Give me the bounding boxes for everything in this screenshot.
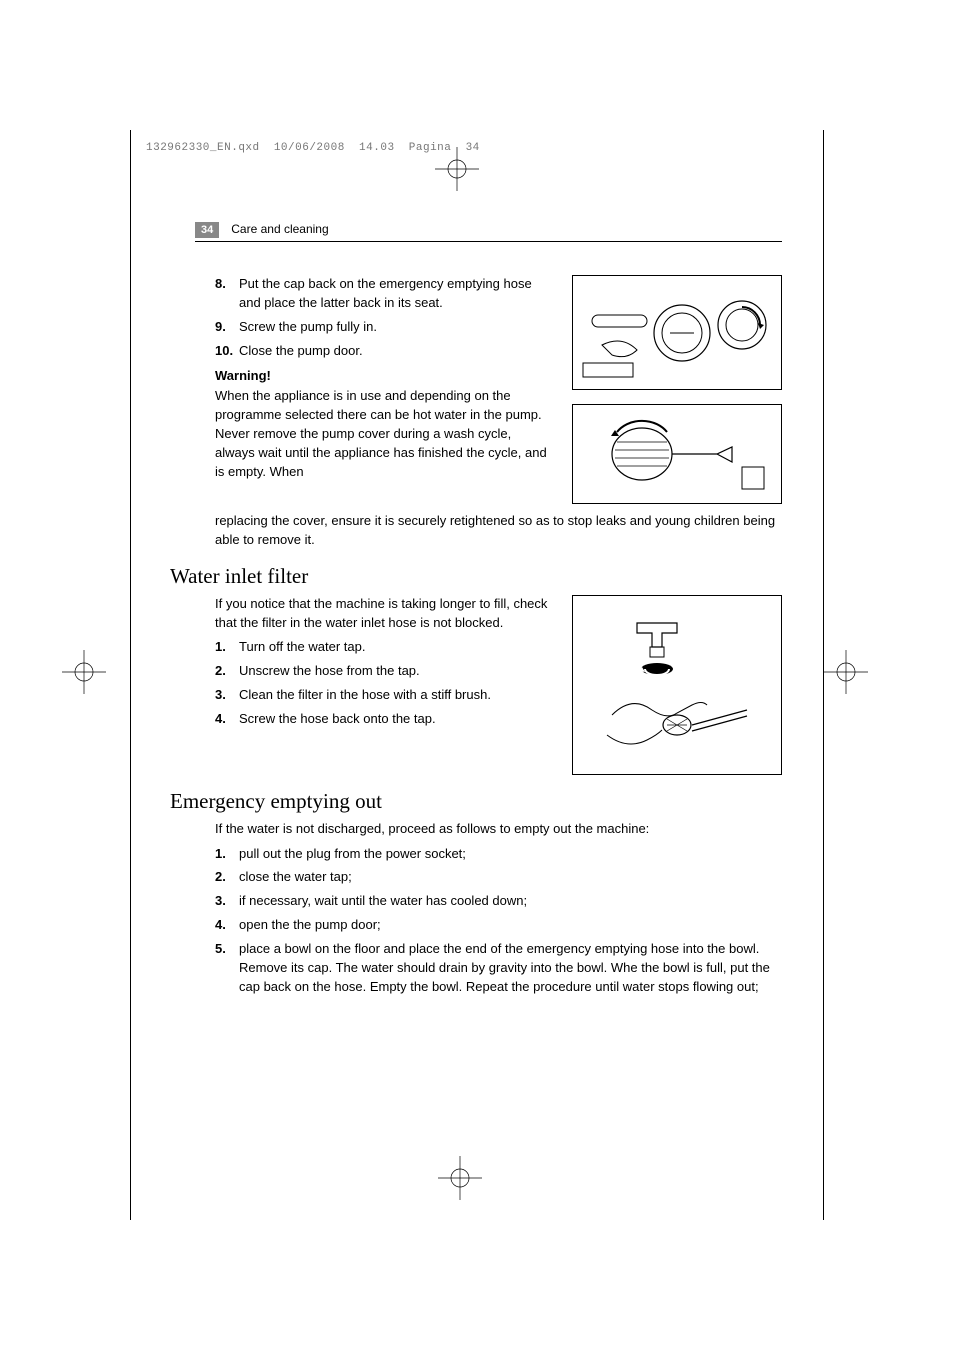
list-item: 2. close the water tap; — [215, 868, 782, 887]
warning-block: Warning! When the appliance is in use an… — [170, 368, 552, 481]
emergency-intro: If the water is not discharged, proceed … — [170, 820, 782, 839]
registration-mark-icon — [438, 1156, 482, 1200]
step-number: 9. — [215, 318, 226, 337]
warning-text: When the appliance is in use and dependi… — [215, 387, 552, 481]
step-text: place a bowl on the floor and place the … — [239, 941, 770, 994]
meta-time: 14.03 — [359, 142, 395, 154]
step-number: 3. — [215, 686, 226, 705]
list-item: 4. open the the pump door; — [215, 916, 782, 935]
step-text: Turn off the water tap. — [239, 639, 365, 654]
step-number: 10. — [215, 342, 233, 361]
step-number: 1. — [215, 845, 226, 864]
step-text: Screw the hose back onto the tap. — [239, 711, 436, 726]
list-item: 10. Close the pump door. — [215, 342, 552, 361]
registration-mark-icon — [62, 650, 106, 694]
page-number-badge: 34 — [195, 222, 219, 238]
step-text: Close the pump door. — [239, 343, 363, 358]
step-text: if necessary, wait until the water has c… — [239, 893, 527, 908]
pump-insert-diagram — [572, 404, 782, 504]
list-item: 1. pull out the plug from the power socke… — [215, 845, 782, 864]
list-item: 9. Screw the pump fully in. — [215, 318, 552, 337]
step-number: 5. — [215, 940, 226, 959]
water-inlet-steps: 1. Turn off the water tap. 2. Unscrew the … — [170, 638, 552, 728]
list-item: 8. Put the cap back on the emergency empt… — [215, 275, 552, 313]
section-title: Care and cleaning — [231, 222, 328, 236]
list-item: 2. Unscrew the hose from the tap. — [215, 662, 552, 681]
step-text: pull out the plug from the power socket; — [239, 846, 466, 861]
tap-filter-diagram — [572, 595, 782, 775]
registration-mark-icon — [824, 650, 868, 694]
step-number: 2. — [215, 868, 226, 887]
pump-steps-list: 8. Put the cap back on the emergency empt… — [170, 275, 552, 360]
step-number: 1. — [215, 638, 226, 657]
warning-heading: Warning! — [215, 368, 552, 383]
step-text: Clean the filter in the hose with a stif… — [239, 687, 491, 702]
step-number: 2. — [215, 662, 226, 681]
list-item: 3. Clean the filter in the hose with a st… — [215, 686, 552, 705]
step-text: Unscrew the hose from the tap. — [239, 663, 420, 678]
step-number: 8. — [215, 275, 226, 294]
list-item: 1. Turn off the water tap. — [215, 638, 552, 657]
meta-filename: 132962330_EN.qxd — [146, 142, 260, 154]
warning-text-continued: replacing the cover, ensure it is secure… — [170, 512, 782, 550]
step-number: 3. — [215, 892, 226, 911]
pump-steps-row: 8. Put the cap back on the emergency empt… — [170, 275, 782, 510]
step-text: open the the pump door; — [239, 917, 381, 932]
step-number: 4. — [215, 916, 226, 935]
emergency-emptying-heading: Emergency emptying out — [170, 789, 782, 814]
registration-mark-icon — [435, 147, 479, 191]
step-number: 4. — [215, 710, 226, 729]
list-item: 3. if necessary, wait until the water has… — [215, 892, 782, 911]
print-meta: 132962330_EN.qxd 10/06/2008 14.03 Pagina… — [146, 142, 480, 154]
emergency-steps: 1. pull out the plug from the power socke… — [170, 845, 782, 997]
step-text: close the water tap; — [239, 869, 352, 884]
step-text: Screw the pump fully in. — [239, 319, 377, 334]
water-inlet-row: If you notice that the machine is taking… — [170, 595, 782, 775]
running-header: 34 Care and cleaning — [195, 222, 782, 242]
water-inlet-heading: Water inlet filter — [170, 564, 782, 589]
list-item: 4. Screw the hose back onto the tap. — [215, 710, 552, 729]
pump-door-diagram — [572, 275, 782, 390]
water-inlet-intro: If you notice that the machine is taking… — [170, 595, 552, 633]
page-content: 8. Put the cap back on the emergency empt… — [170, 275, 782, 1001]
step-text: Put the cap back on the emergency emptyi… — [239, 276, 532, 310]
list-item: 5. place a bowl on the floor and place th… — [215, 940, 782, 997]
meta-date: 10/06/2008 — [274, 142, 345, 154]
